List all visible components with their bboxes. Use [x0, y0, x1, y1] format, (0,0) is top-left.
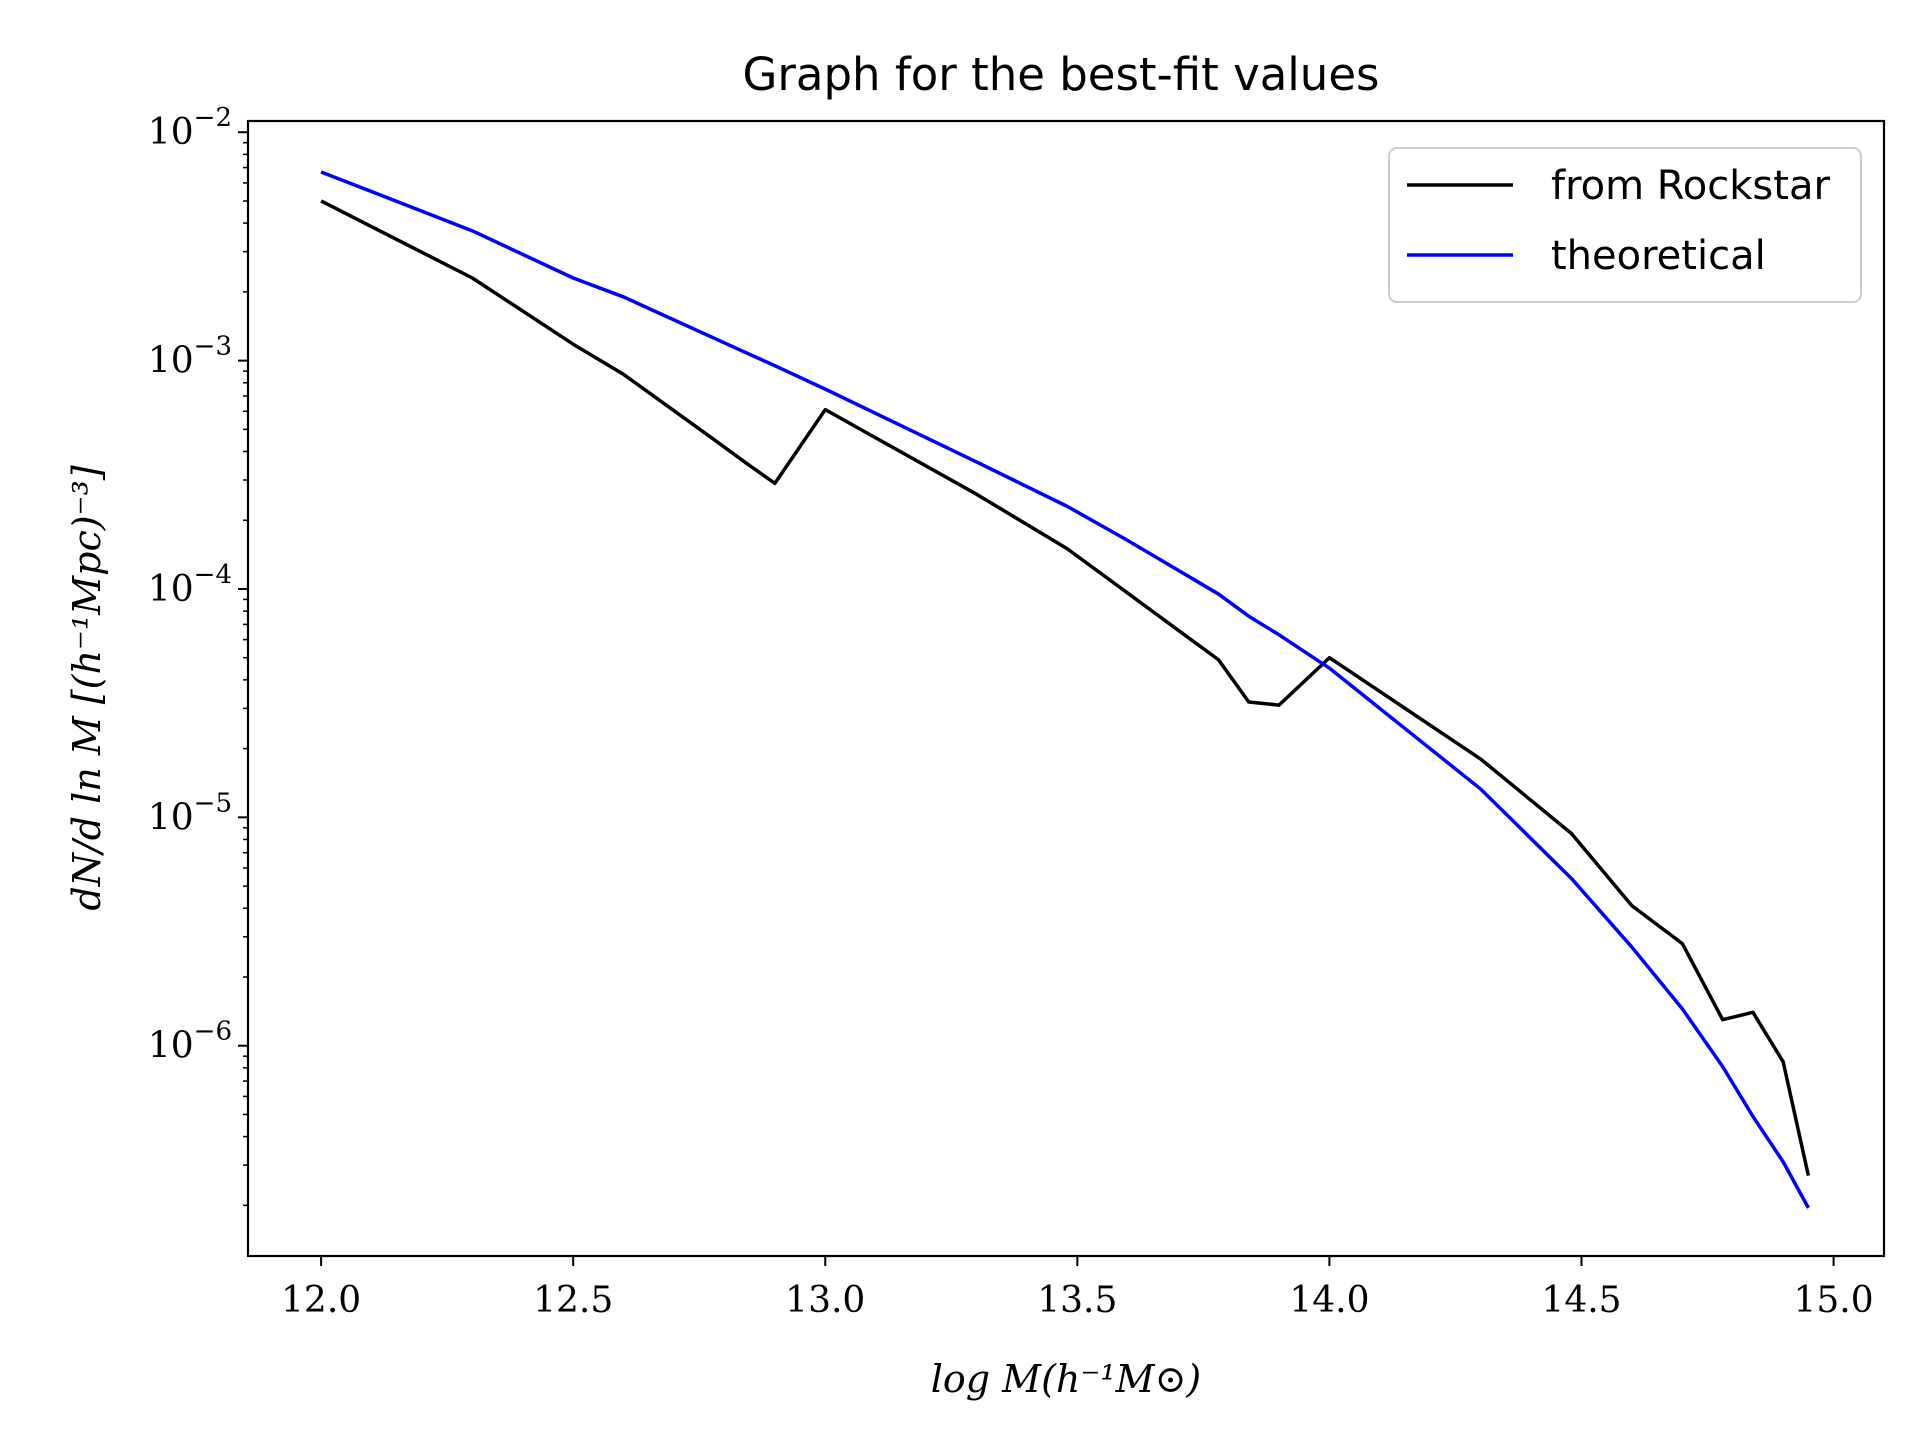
chart-title: Graph for the best-fit values: [743, 48, 1380, 101]
series-lines: [320, 170, 1811, 1209]
legend-label-rockstar: from Rockstar: [1551, 163, 1830, 209]
x-axis: 12.0 12.5 13.0 13.5 14.0 14.5 15.0: [281, 1256, 1874, 1321]
y-tick-label-2: 10−4: [148, 560, 232, 610]
y-tick-label-4: 10−6: [148, 1017, 232, 1067]
x-tick-label-2: 13.0: [785, 1280, 865, 1321]
x-tick-label-0: 12.0: [281, 1280, 361, 1321]
x-axis-label: log M(h⁻¹M⊙): [931, 1357, 1202, 1401]
plot-frame: [246, 119, 1886, 1258]
legend-label-theoretical: theoretical: [1551, 233, 1766, 279]
x-tick-label-4: 14.0: [1289, 1280, 1369, 1321]
y-tick-label-3: 10−5: [148, 788, 232, 838]
y-axis-label: dN/d ln M [(h⁻¹Mpc)⁻³]: [65, 465, 109, 911]
x-tick-label-1: 12.5: [533, 1280, 613, 1321]
y-tick-label-0: 10−2: [148, 103, 232, 153]
x-tick-label-6: 15.0: [1794, 1280, 1874, 1321]
series-line-1: [320, 170, 1810, 1209]
x-tick-label-3: 13.5: [1037, 1280, 1117, 1321]
y-axis: 10−2 10−3 10−4 10−5 10−6: [148, 103, 248, 1207]
x-tick-label-5: 14.5: [1541, 1280, 1621, 1321]
series-line-0: [320, 199, 1811, 1176]
legend: from Rockstar theoretical: [1388, 147, 1862, 303]
y-tick-label-1: 10−3: [148, 332, 232, 382]
